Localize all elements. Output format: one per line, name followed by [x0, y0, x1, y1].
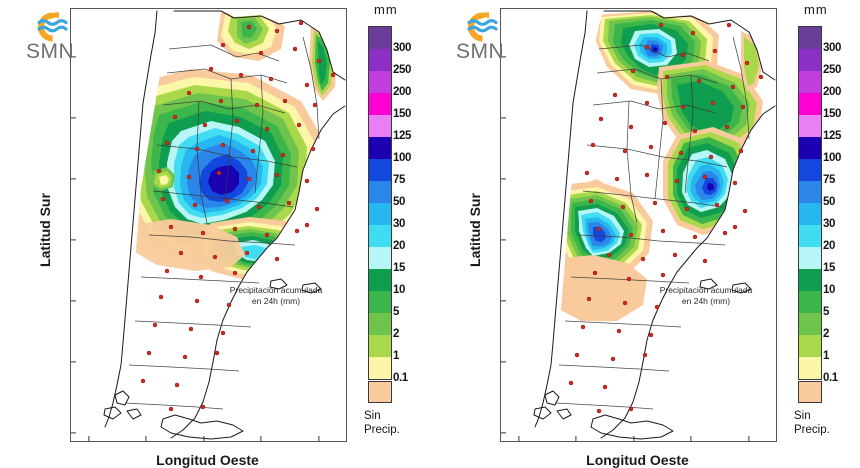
colorbar-tick-right-2: 200 [823, 86, 841, 98]
x-tick-right-0: -75 [510, 441, 527, 442]
map-plot-area-left[interactable]: Precipitación acumulada en 24h (mm) -25 … [70, 8, 347, 442]
smn-logo-icon: SMN [456, 12, 504, 62]
colorbar-no-precip-swatch-left [368, 381, 392, 403]
colorbar-tick-left-2: 200 [393, 86, 411, 98]
y-tick-left-1: -30 [70, 111, 71, 126]
colorbar-tick-left-6: 75 [393, 174, 405, 186]
colorbar-tick-right-1: 250 [823, 64, 841, 76]
colorbar-no-precip-label-right: Sin Precip. [794, 409, 830, 438]
colorbar-tick-left-7: 50 [393, 196, 405, 208]
colorbar-strip-left [368, 26, 392, 380]
colorbar-tick-right-0: 300 [823, 42, 841, 54]
no-precip-line-2: Precip. [364, 424, 400, 437]
map-graphics-left [71, 9, 346, 441]
x-tick-left-1: -70 [137, 441, 154, 442]
map-caption-left: Precipitación acumulada en 24h (mm) [211, 285, 341, 308]
y-tick-left-2: -35 [70, 172, 71, 187]
colorbar-tick-left-1: 250 [393, 64, 411, 76]
colorbar-tick-right-3: 150 [823, 108, 841, 120]
no-precip-line-1: Sin [364, 410, 381, 422]
caption-line-1: Precipitación acumulada [659, 285, 753, 295]
colorbar-tick-right-12: 5 [823, 306, 829, 318]
caption-line-1: Precipitación acumulada [229, 285, 323, 295]
colorbar-tick-left-0: 300 [393, 42, 411, 54]
colorbar-strip-right [798, 26, 822, 380]
smn-logo-icon: SMN [26, 12, 74, 62]
precipitation-map-panel-1: Latitud Sur Longitud Oeste [0, 0, 430, 468]
colorbar-no-precip-swatch-right [798, 381, 822, 403]
caption-line-2: en 24h (mm) [681, 296, 731, 307]
x-tick-right-3: -60 [682, 441, 699, 442]
x-axis-label-left: Longitud Oeste [156, 452, 259, 468]
colorbar-tick-left-10: 15 [393, 262, 405, 274]
no-precip-line-2: Precip. [794, 424, 830, 437]
x-axis-label-right: Longitud Oeste [586, 452, 689, 468]
colorbar-tick-left-11: 10 [393, 284, 405, 296]
colorbar-tick-left-4: 125 [393, 130, 411, 142]
colorbar-tick-right-10: 15 [823, 262, 835, 274]
colorbar-left: mm 300 250 200 150 125 100 75 50 30 20 [360, 0, 438, 460]
colorbar-no-precip-label-left: Sin Precip. [364, 409, 400, 438]
colorbar-right: mm 300 250 200 150 125 100 75 50 30 20 [790, 0, 860, 460]
map-plot-area-right[interactable]: Precipitación acumulada en 24h (mm) -25 … [500, 8, 777, 442]
y-tick-left-5: -50 [70, 355, 71, 370]
colorbar-tick-left-8: 30 [393, 218, 405, 230]
colorbar-tick-left-12: 5 [393, 306, 399, 318]
colorbar-tick-right-7: 50 [823, 196, 835, 208]
x-tick-right-1: -70 [567, 441, 584, 442]
colorbar-tick-left-3: 150 [393, 108, 411, 120]
y-tick-right-1: -30 [500, 111, 501, 126]
y-tick-right-3: -40 [500, 233, 501, 248]
x-tick-right-2: -65 [625, 441, 642, 442]
map-caption-right: Precipitación acumulada en 24h (mm) [641, 285, 771, 308]
colorbar-tick-right-13: 2 [823, 328, 829, 340]
colorbar-tick-left-14: 1 [393, 350, 399, 362]
colorbar-tick-right-8: 30 [823, 218, 835, 230]
x-tick-left-0: -75 [80, 441, 97, 442]
colorbar-tick-right-5: 100 [823, 152, 841, 164]
x-tick-right-4: -55 [740, 441, 757, 442]
caption-line-2: en 24h (mm) [251, 296, 301, 307]
colorbar-tick-right-4: 125 [823, 130, 841, 142]
colorbar-tick-left-15: 0.1 [393, 372, 408, 384]
y-tick-right-2: -35 [500, 172, 501, 187]
smn-logo-text: SMN [456, 40, 504, 62]
colorbar-tick-right-14: 1 [823, 350, 829, 362]
colorbar-units-right: mm [804, 2, 828, 17]
colorbar-tick-right-6: 75 [823, 174, 835, 186]
y-tick-right-6: -55 [500, 426, 501, 441]
colorbar-units-left: mm [374, 2, 398, 17]
y-tick-left-3: -40 [70, 233, 71, 248]
colorbar-tick-left-5: 100 [393, 152, 411, 164]
colorbar-tick-right-11: 10 [823, 284, 835, 296]
x-tick-left-4: -55 [310, 441, 327, 442]
colorbar-tick-right-15: 0.1 [823, 372, 838, 384]
smn-logo-text: SMN [26, 40, 74, 62]
map-graphics-right [501, 9, 776, 441]
colorbar-tick-left-13: 2 [393, 328, 399, 340]
no-precip-line-1: Sin [794, 410, 811, 422]
y-tick-right-5: -50 [500, 355, 501, 370]
precipitation-map-panel-2: Latitud Sur Longitud Oeste [430, 0, 860, 468]
colorbar-tick-right-9: 20 [823, 240, 835, 252]
smn-logo-left: SMN [18, 6, 104, 62]
y-tick-right-4: -45 [500, 294, 501, 309]
x-tick-left-3: -60 [252, 441, 269, 442]
y-axis-label-left: Latitud Sur [36, 193, 53, 267]
y-tick-left-6: -55 [70, 426, 71, 441]
x-tick-left-2: -65 [195, 441, 212, 442]
smn-logo-right: SMN [448, 6, 534, 62]
colorbar-tick-left-9: 20 [393, 240, 405, 252]
y-axis-label-right: Latitud Sur [466, 193, 483, 267]
y-tick-left-4: -45 [70, 294, 71, 309]
